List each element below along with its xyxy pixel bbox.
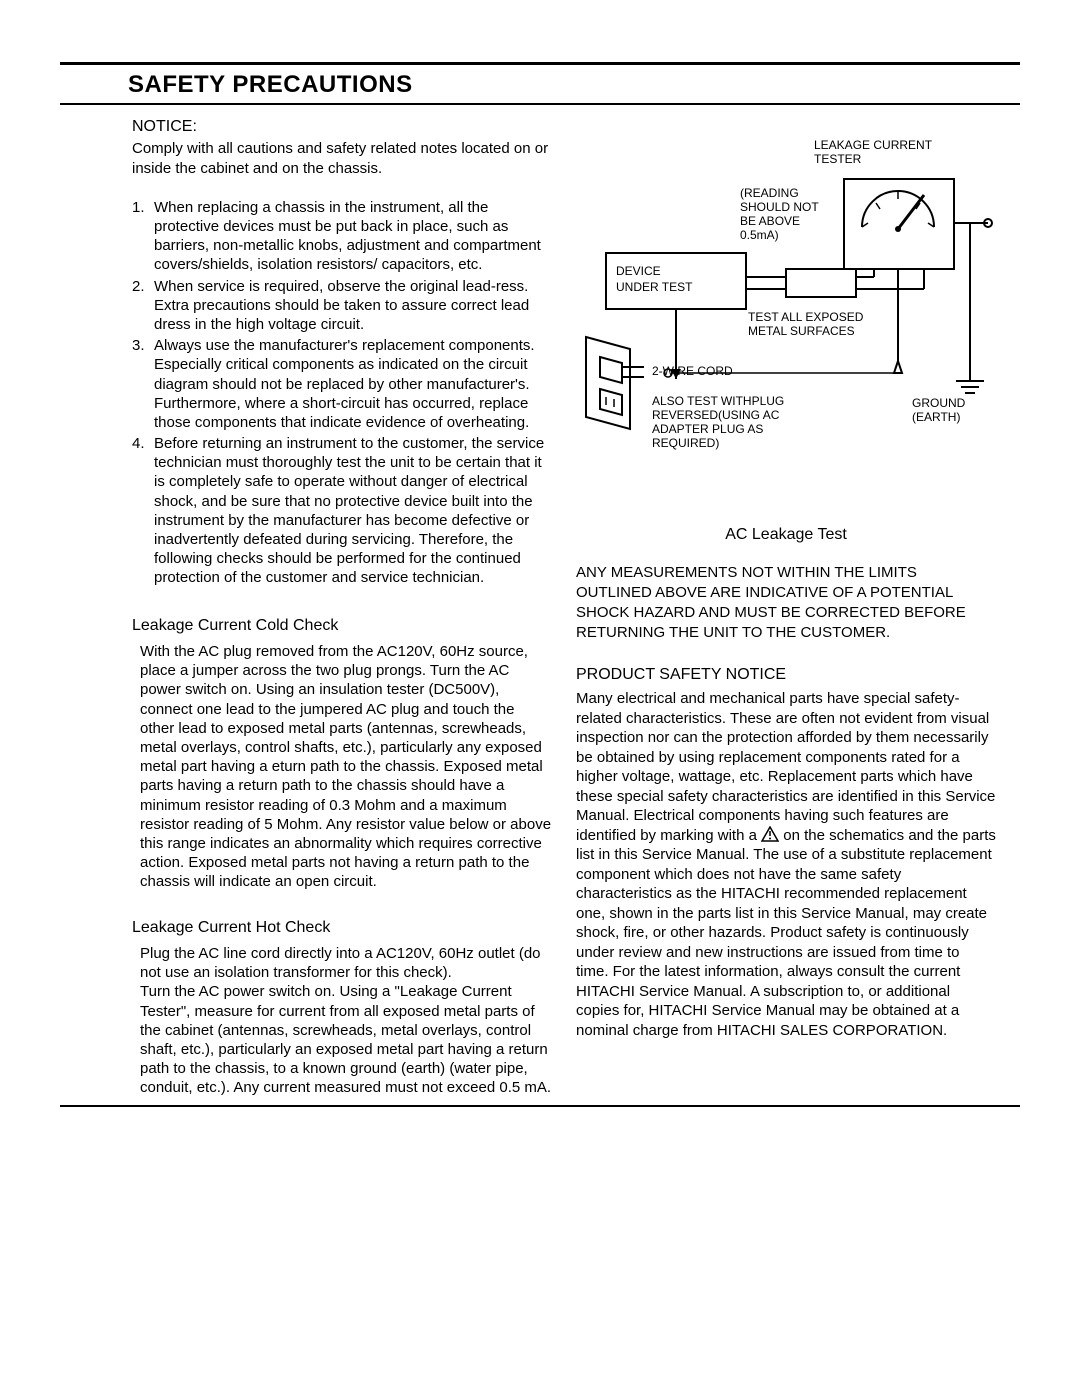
title-rule	[60, 103, 1020, 105]
precaution-list: When replacing a chassis in the instrume…	[132, 198, 552, 588]
fig-label-reading4: 0.5mA)	[740, 228, 779, 242]
fig-label-ground2: (EARTH)	[912, 410, 960, 424]
wall-outlet	[586, 337, 644, 429]
warning-text: ANY MEASUREMENTS NOT WITHIN THE LIMITS O…	[576, 563, 996, 642]
psn-heading: PRODUCT SAFETY NOTICE	[576, 665, 996, 685]
fig-label-also3: ADAPTER PLUG AS	[652, 422, 763, 436]
psn-body-pre: Many electrical and mechanical parts hav…	[576, 690, 995, 844]
fig-label-tester: LEAKAGE CURRENT	[814, 138, 933, 152]
meter-box	[844, 179, 954, 269]
columns: NOTICE: Comply with all cautions and saf…	[60, 115, 1020, 1097]
psn-body: Many electrical and mechanical parts hav…	[576, 689, 996, 1040]
fig-label-ground1: GROUND	[912, 396, 966, 410]
meter-needle	[898, 195, 924, 229]
page: SAFETY PRECAUTIONS NOTICE: Comply with a…	[60, 62, 1020, 1107]
hot-check-body: Plug the AC line cord directly into a AC…	[132, 944, 552, 1098]
list-item: When service is required, observe the or…	[132, 277, 552, 335]
fig-label-also4: REQUIRED)	[652, 436, 719, 450]
fig-label-also2: REVERSED(USING AC	[652, 408, 780, 422]
cold-check-heading: Leakage Current Cold Check	[132, 616, 552, 636]
right-column: LEAKAGE CURRENT TESTER (READING	[576, 115, 996, 1097]
hot-check-p2: Turn the AC power switch on. Using a "Le…	[140, 983, 551, 1096]
fig-label-also1: ALSO TEST WITHPLUG	[652, 394, 784, 408]
psn-body-post: on the schematics and the parts list in …	[576, 827, 996, 1039]
notice-heading: NOTICE:	[132, 117, 552, 137]
cold-check-body: With the AC plug removed from the AC120V…	[132, 642, 552, 891]
page-title: SAFETY PRECAUTIONS	[128, 65, 1020, 103]
fig-label-surf2: METAL SURFACES	[748, 324, 855, 338]
fig-label-tester2: TESTER	[814, 152, 862, 166]
meter-pivot	[895, 226, 901, 232]
list-item: Always use the manufacturer's replacemen…	[132, 336, 552, 432]
warning-triangle-icon	[761, 826, 779, 842]
ac-leakage-figure: LEAKAGE CURRENT TESTER (READING	[576, 129, 996, 519]
fig-label-dut1: DEVICE	[616, 264, 661, 278]
left-column: NOTICE: Comply with all cautions and saf…	[132, 115, 552, 1097]
notice-body: Comply with all cautions and safety rela…	[132, 139, 552, 177]
list-item: Before returning an instrument to the cu…	[132, 434, 552, 588]
fig-label-surf1: TEST ALL EXPOSED	[748, 310, 864, 324]
list-item: When replacing a chassis in the instrume…	[132, 198, 552, 275]
fig-label-dut2: UNDER TEST	[616, 280, 693, 294]
hot-check-p1: Plug the AC line cord directly into a AC…	[140, 945, 541, 981]
fig-label-reading3: BE ABOVE	[740, 214, 800, 228]
connector-box	[786, 269, 856, 297]
leakage-test-diagram: LEAKAGE CURRENT TESTER (READING	[576, 129, 996, 519]
hot-check-heading: Leakage Current Hot Check	[132, 918, 552, 938]
fig-label-reading2: SHOULD NOT	[740, 200, 819, 214]
figure-caption: AC Leakage Test	[576, 525, 996, 545]
fig-label-reading1: (READING	[740, 186, 799, 200]
bottom-rule	[60, 1105, 1020, 1107]
